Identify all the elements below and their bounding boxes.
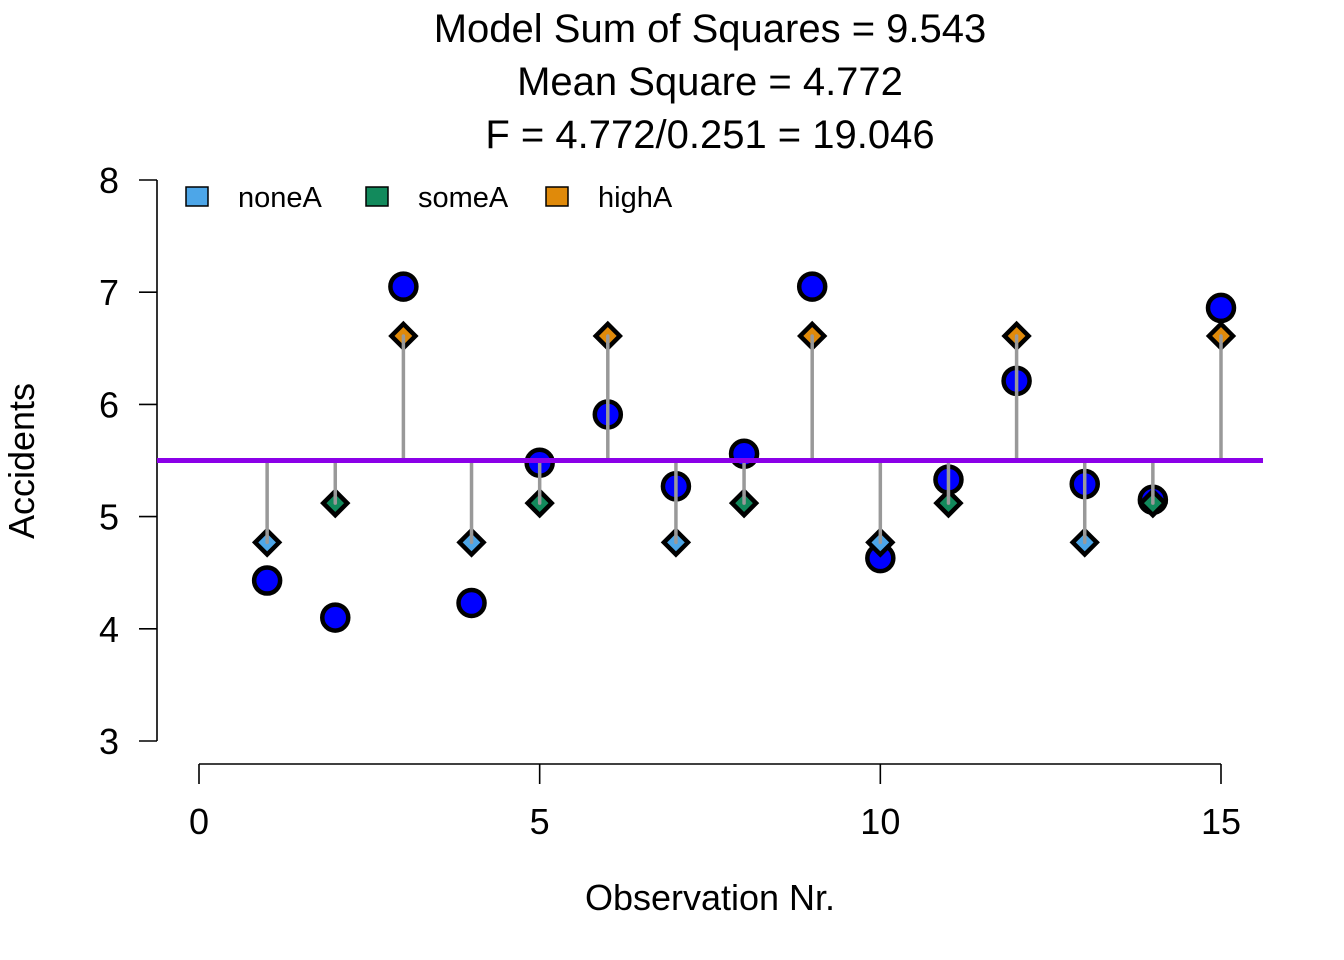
observation-point: [251, 565, 283, 596]
chart-title: Model Sum of Squares = 9.543 Mean Square…: [434, 7, 987, 157]
observation-point: [456, 587, 487, 619]
observation-point: [1205, 292, 1237, 324]
title-line-1: Model Sum of Squares = 9.543: [434, 7, 987, 51]
observation-point: [320, 602, 351, 633]
legend-label-highA: highA: [598, 182, 673, 214]
y-axis-label: Accidents: [1, 383, 42, 539]
x-tick-label: 15: [1201, 801, 1241, 842]
x-axis-label: Observation Nr.: [585, 877, 835, 918]
observation-point: [796, 271, 828, 302]
y-tick-label: 3: [99, 721, 119, 762]
y-tick-label: 5: [99, 497, 119, 538]
deviation-segments: [265, 334, 1223, 545]
x-tick-label: 0: [189, 801, 209, 842]
legend-swatch-someA: [365, 186, 389, 207]
y-tick-label: 6: [99, 384, 119, 425]
legend: noneA someA highA: [185, 182, 673, 214]
title-line-2: Mean Square = 4.772: [517, 60, 903, 104]
x-axis: 0 5 10 15: [189, 763, 1241, 842]
y-tick-label: 7: [99, 272, 119, 313]
observation-point: [388, 271, 419, 302]
x-tick-label: 5: [530, 801, 550, 842]
legend-label-noneA: noneA: [238, 182, 323, 214]
observation-points: [251, 271, 1237, 633]
y-tick-label: 8: [99, 160, 119, 201]
legend-label-someA: someA: [418, 182, 509, 214]
group-mean-markers: [251, 320, 1237, 558]
title-line-3: F = 4.772/0.251 = 19.046: [485, 113, 934, 157]
y-tick-label: 4: [99, 609, 119, 650]
y-axis: 3 4 5 6 7 8: [99, 160, 158, 762]
legend-swatch-highA: [545, 186, 569, 207]
x-tick-label: 10: [860, 801, 900, 842]
legend-swatch-noneA: [185, 186, 209, 207]
